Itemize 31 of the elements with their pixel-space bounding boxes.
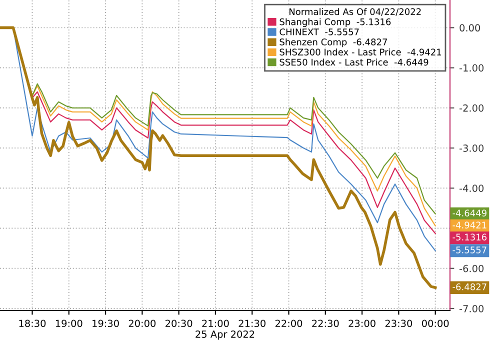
legend-label: SHSZ300 Index - Last Price -4.9421 [280, 48, 442, 56]
y-tick-label: 0.00 [460, 24, 480, 32]
x-tick-label: 23:30 [385, 320, 412, 328]
x-tick-label: 22:30 [312, 320, 339, 328]
y-tick-label: -1.00 [460, 64, 484, 72]
y-tick-label: -6.00 [460, 264, 484, 272]
text: -4.9421 [452, 222, 486, 228]
x-axis-title: 25 Apr 2022 [196, 330, 254, 340]
x-tick-label: 20:30 [166, 320, 192, 328]
y-tick-label: -7.00 [460, 304, 484, 312]
x-tick-label: 18:30 [19, 320, 46, 328]
x-tick-label: 23:00 [348, 320, 376, 328]
legend-label: SSE50 Index - Last Price -4.6449 [280, 58, 428, 66]
x-tick-label: 00:00 [422, 320, 449, 328]
legend-title: Normalized As Of 04/22/2022 [290, 8, 421, 16]
y-tick-label: -4.00 [460, 184, 484, 192]
text: -5.5557 [452, 246, 486, 254]
x-tick-label: 21:30 [238, 320, 266, 328]
text: -5.1316 [452, 234, 487, 241]
x-tick-label: 21:00 [202, 320, 229, 328]
x-tick-label: 22:00 [275, 320, 302, 328]
x-tick-label: 19:30 [92, 320, 119, 328]
text: -6.4827 [452, 283, 486, 290]
legend-label: Shanghai Comp -5.1316 [280, 18, 391, 27]
legend-label: CHINEXT -5.5557 [280, 28, 359, 36]
x-tick-label: 19:00 [56, 320, 82, 328]
x-tick-label: 20:00 [128, 320, 156, 328]
y-tick-label: -2.00 [460, 104, 484, 112]
y-tick-label: -3.00 [460, 144, 484, 152]
text: -4.6449 [452, 210, 486, 216]
legend-label: Shenzen Comp -6.4827 [280, 38, 387, 48]
